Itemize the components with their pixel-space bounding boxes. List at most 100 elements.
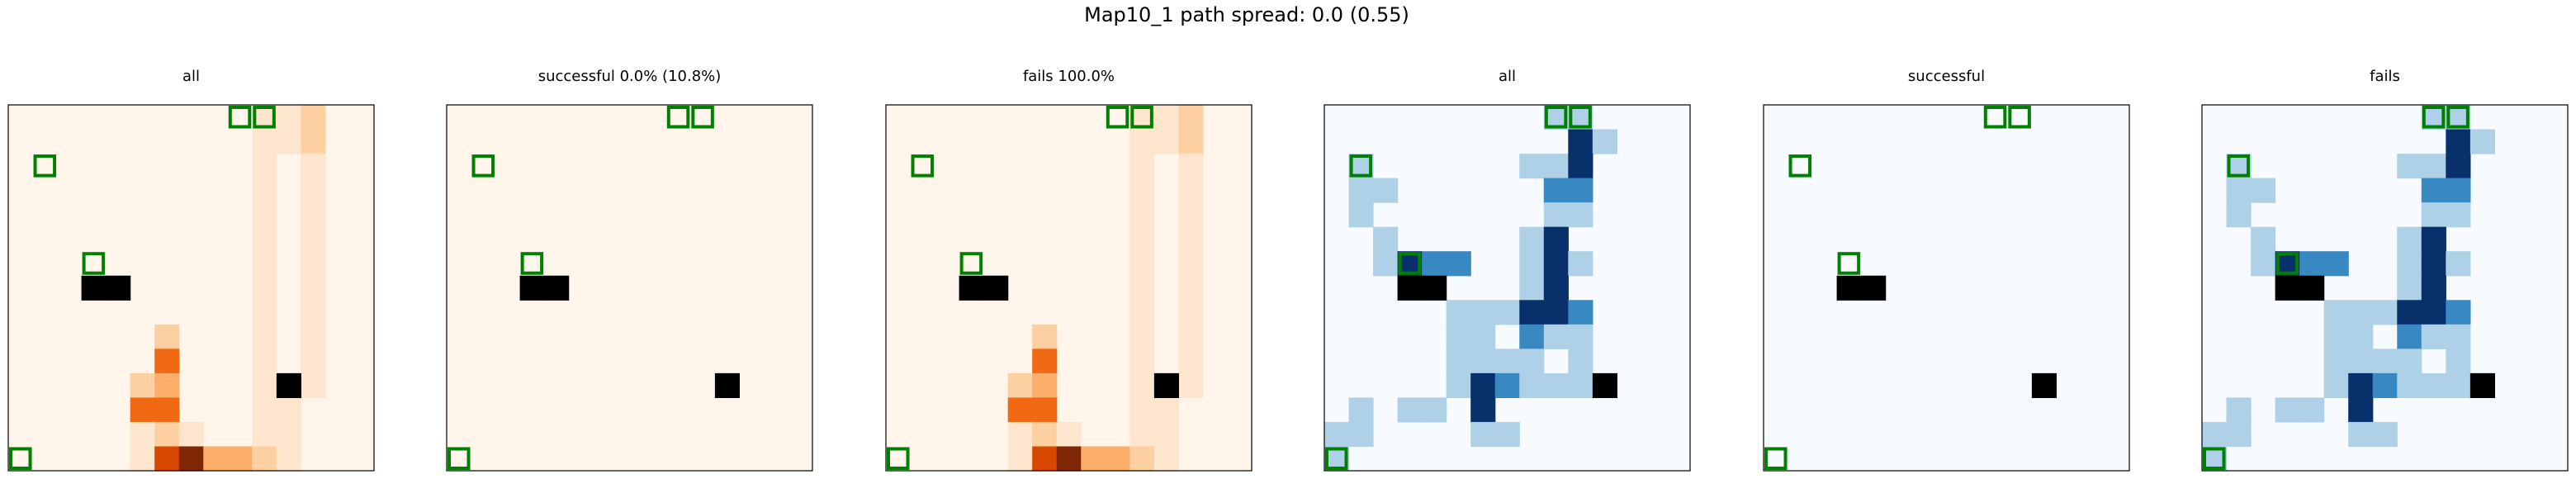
heatmap-cell <box>1007 421 1033 448</box>
marker-square <box>2227 154 2251 178</box>
marker-square <box>2446 106 2469 129</box>
heatmap-cell <box>301 178 326 203</box>
heatmap-cell <box>1348 202 1374 228</box>
panels: all successful 0.0% (10.8%) fails 100.0% al… <box>7 68 2569 472</box>
heatmap-cell <box>1519 300 1545 325</box>
heatmap-cell <box>1568 202 1593 228</box>
heatmap-cell <box>1129 372 1155 398</box>
heatmap-cell <box>1494 300 1520 325</box>
heatmap-cell <box>276 129 301 154</box>
panel-frame <box>7 104 375 472</box>
heatmap-cell <box>252 349 277 374</box>
heatmap-cell <box>1129 324 1155 349</box>
heatmap-cell <box>130 397 155 423</box>
heatmap-cell <box>1178 275 1204 301</box>
heatmap-cell <box>2226 397 2252 423</box>
heatmap-cell <box>252 275 277 301</box>
heatmap-cell <box>1446 372 1471 398</box>
heatmap-cell <box>301 154 326 179</box>
marker-square <box>691 106 714 129</box>
heatmap-cell <box>154 446 180 472</box>
obstacle-cell <box>1836 275 1862 301</box>
panel-title: all <box>1499 68 1516 85</box>
heatmap-cell <box>1470 421 1496 448</box>
heatmap-cell <box>2372 372 2398 398</box>
heatmap-cell <box>1422 397 1447 423</box>
marker-square <box>1325 447 1348 470</box>
marker-square <box>33 154 57 178</box>
heatmap-cell <box>1056 421 1082 448</box>
heatmap-cell <box>252 202 277 228</box>
heatmap-cell <box>301 226 326 252</box>
heatmap-cell <box>2323 324 2349 349</box>
heatmap-cell <box>2323 300 2349 325</box>
heatmap-cell <box>1568 349 1593 374</box>
heatmap-cell <box>1543 275 1569 301</box>
heatmap-cell <box>2446 178 2471 203</box>
marker-square <box>1398 252 1422 275</box>
heatmap-cell <box>2397 154 2422 179</box>
heatmap-cell <box>252 129 277 154</box>
heatmap-cell <box>1178 154 1204 179</box>
heatmap-panel-2: successful 0.0% (10.8%) <box>446 68 813 472</box>
obstacle-cell <box>544 275 570 301</box>
heatmap-cell <box>252 251 277 277</box>
heatmap-cell <box>1568 372 1593 398</box>
heatmap-cell <box>1543 324 1569 349</box>
heatmap-cell <box>2348 397 2374 423</box>
heatmap-panel-6: fails <box>2201 68 2569 472</box>
heatmap-cell <box>1543 178 1569 203</box>
heatmap-cell <box>276 105 301 130</box>
panel-title: successful 0.0% (10.8%) <box>538 68 722 85</box>
heatmap-cell <box>2226 178 2252 203</box>
heatmap-cell <box>178 421 204 448</box>
heatmap-cell <box>2397 349 2422 374</box>
heatmap-cell <box>1519 324 1545 349</box>
heatmap-cell <box>1519 226 1545 252</box>
panel-title: all <box>182 68 200 85</box>
heatmap-cell <box>1129 251 1155 277</box>
heatmap-cell <box>2251 226 2276 252</box>
marker-square <box>2203 447 2226 470</box>
heatmap-cell <box>1494 421 1520 448</box>
heatmap-cell <box>1153 129 1179 154</box>
heatmap-cell <box>301 251 326 277</box>
heatmap-cell <box>1543 300 1569 325</box>
heatmap-cell <box>1081 446 1106 472</box>
heatmap-cell <box>1129 300 1155 325</box>
heatmap-cell <box>2421 178 2446 203</box>
heatmap-cell <box>1032 324 1058 349</box>
marker-square <box>1106 106 1129 129</box>
heatmap-cell <box>1178 251 1204 277</box>
heatmap-cell <box>1178 178 1204 203</box>
heatmap-cell <box>276 397 301 423</box>
heatmap-cell <box>2397 226 2422 252</box>
heatmap-cell <box>1470 397 1496 423</box>
heatmap-cell <box>1494 372 1520 398</box>
heatmap-cell <box>178 446 204 472</box>
heatmap-cell <box>2446 300 2471 325</box>
panel-frame <box>446 104 813 472</box>
heatmap-cell <box>1568 251 1593 277</box>
marker-square <box>1983 106 2007 129</box>
heatmap-cell <box>301 275 326 301</box>
heatmap-cell <box>252 300 277 325</box>
heatmap-cell <box>1543 154 1569 179</box>
obstacle-cell <box>519 275 545 301</box>
obstacle-cell <box>1422 275 1447 301</box>
heatmap-cell <box>2446 251 2471 277</box>
heatmap-cell <box>2251 178 2276 203</box>
heatmap-cell <box>301 105 326 130</box>
heatmap-cell <box>2348 349 2374 374</box>
heatmap-cell <box>1129 349 1155 374</box>
obstacle-cell <box>2275 275 2300 301</box>
heatmap-cell <box>154 372 180 398</box>
heatmap-cell <box>1446 300 1471 325</box>
heatmap-cell <box>2348 421 2374 448</box>
heatmap-cell <box>2421 251 2446 277</box>
panel-frame <box>1763 104 2130 472</box>
heatmap-background <box>1764 105 2129 471</box>
heatmap-cell <box>2348 372 2374 398</box>
heatmap-cell <box>130 446 155 472</box>
